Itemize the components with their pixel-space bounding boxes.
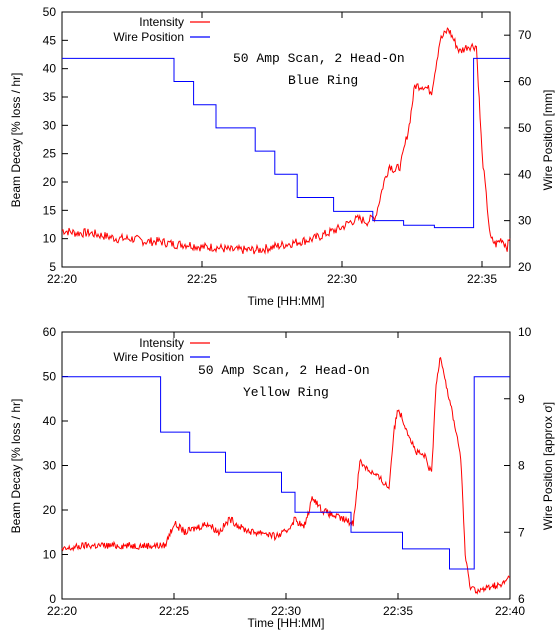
annotation-line-2: Yellow Ring [243, 385, 329, 400]
y-tick-label: 0 [49, 592, 56, 606]
y2-tick-label: 60 [518, 75, 532, 89]
chart-yellow-ring: Time [HH:MM] Beam Decay [% loss / hr] Wi… [9, 325, 555, 630]
y-tick-label: 50 [43, 370, 57, 384]
x-axis-label: Time [HH:MM] [248, 294, 325, 308]
y2-tick-label: 30 [518, 214, 532, 228]
x-tick-label: 22:20 [47, 272, 77, 286]
wire-position-line [62, 376, 510, 570]
y2-tick-label: 10 [518, 325, 532, 339]
legend-label-intensity: Intensity [139, 15, 184, 29]
annotation-line-2: Blue Ring [288, 73, 358, 88]
x-axis-label: Time [HH:MM] [248, 616, 325, 630]
legend: Intensity Wire Position [113, 15, 210, 44]
y2-tick-label: 6 [518, 592, 525, 606]
y-axis-label: Beam Decay [% loss / hr] [9, 73, 23, 208]
y-tick-label: 20 [43, 175, 57, 189]
y2-tick-label: 9 [518, 392, 525, 406]
y2-axis-label: Wire Position [mm] [541, 90, 555, 191]
annotation-line-1: 50 Amp Scan, 2 Head-On [233, 51, 405, 66]
legend-label-wire-position: Wire Position [113, 350, 184, 364]
y-tick-label: 5 [49, 260, 56, 274]
y-tick-label: 40 [43, 414, 57, 428]
y-tick-label: 10 [43, 232, 57, 246]
y-tick-label: 30 [43, 118, 57, 132]
x-tick-label: 22:40 [495, 604, 525, 618]
legend: Intensity Wire Position [113, 336, 210, 364]
x-tick-label: 22:30 [271, 604, 301, 618]
plot-frame [61, 11, 511, 268]
x-tick-label: 22:25 [187, 272, 217, 286]
y-tick-label: 60 [43, 325, 57, 339]
y-tick-label: 25 [43, 147, 57, 161]
y2-tick-label: 40 [518, 167, 532, 181]
y2-tick-label: 8 [518, 459, 525, 473]
x-tick-label: 22:30 [327, 272, 357, 286]
y-axis-label: Beam Decay [% loss / hr] [9, 399, 23, 534]
y2-tick-label: 7 [518, 525, 525, 539]
y-tick-label: 20 [43, 503, 57, 517]
intensity-line [61, 27, 511, 255]
y-tick-label: 50 [43, 5, 57, 19]
x-tick-label: 22:25 [159, 604, 189, 618]
y-tick-label: 40 [43, 62, 57, 76]
y2-tick-label: 70 [518, 28, 532, 42]
y-tick-label: 45 [43, 33, 57, 47]
y2-tick-label: 20 [518, 260, 532, 274]
y-tick-label: 30 [43, 459, 57, 473]
x-tick-label: 22:35 [383, 604, 413, 618]
legend-label-intensity: Intensity [139, 336, 184, 350]
y2-axis-label: Wire Position [approx σ] [541, 402, 555, 530]
y-tick-label: 10 [43, 548, 57, 562]
annotation-line-1: 50 Amp Scan, 2 Head-On [198, 363, 370, 378]
y2-tick-label: 50 [518, 121, 532, 135]
chart-blue-ring: Time [HH:MM] Beam Decay [% loss / hr] Wi… [9, 5, 555, 308]
y-tick-label: 35 [43, 90, 57, 104]
intensity-line [61, 356, 511, 595]
x-tick-label: 22:20 [47, 604, 77, 618]
x-tick-label: 22:35 [467, 272, 497, 286]
legend-label-wire-position: Wire Position [113, 30, 184, 44]
wire-position-line [62, 57, 510, 229]
y-tick-label: 15 [43, 203, 57, 217]
